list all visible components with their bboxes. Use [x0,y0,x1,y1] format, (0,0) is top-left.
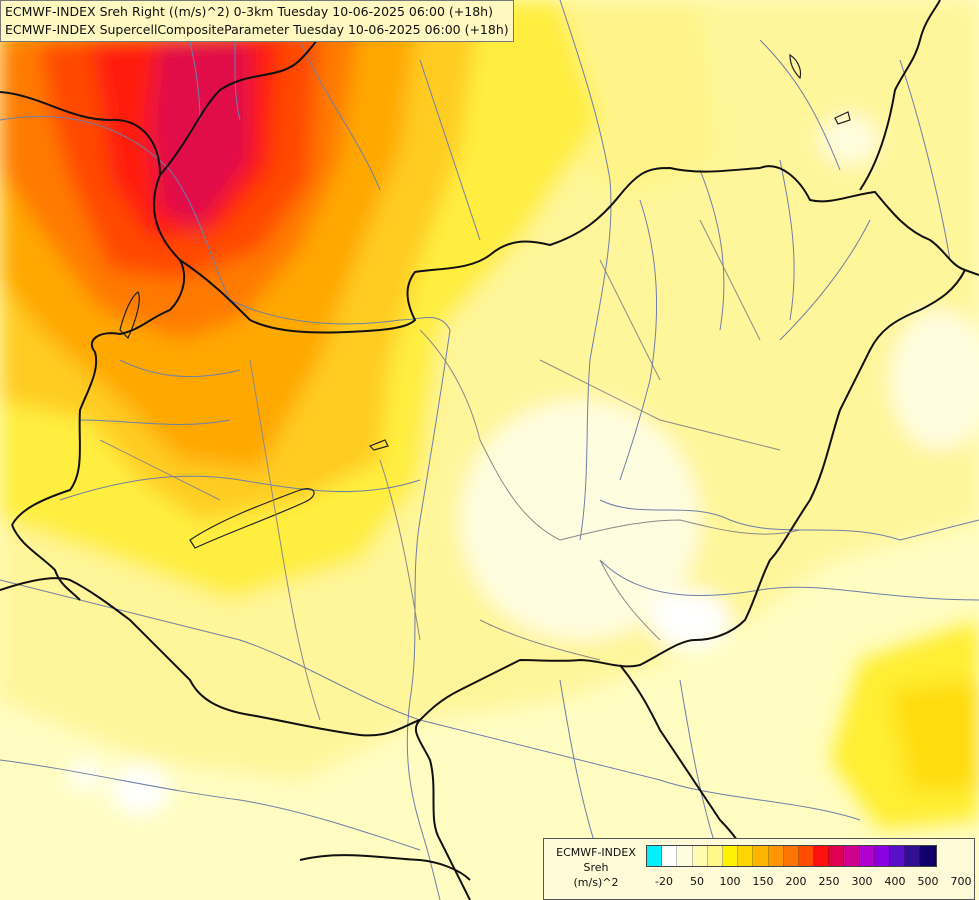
sreh-color-field [0,0,979,830]
region-borders [99,219,801,721]
legend-swatch [859,846,875,866]
legend-tick-label: 150 [752,875,774,888]
legend-swatch [890,846,906,866]
legend-swatch [783,846,799,866]
legend-tick-label: 500 [917,875,939,888]
legend-variable: Sreh [583,861,609,874]
legend-tick-label: 100 [719,875,741,888]
legend-swatch [722,846,739,866]
legend-swatch [874,846,890,866]
legend-unit: (m/s)^2 [573,876,619,889]
legend-swatch [662,846,678,866]
legend-swatch [738,846,754,866]
legend-swatch [829,846,845,866]
legend-swatch [647,846,663,866]
legend-swatch [798,846,815,866]
legend-tick-label: 50 [690,875,704,888]
legend-swatch [753,846,769,866]
color-legend: ECMWF-INDEX Sreh (m/s)^2 -20 50 100 150 200 2… [543,838,975,900]
legend-swatches [646,845,937,867]
legend-ticks: -20 50 100 150 200 250 300 400 500 700 [646,875,971,891]
title-line-2: ECMWF-INDEX SupercellCompositeParameter … [5,22,509,37]
legend-tick-label: 300 [851,875,873,888]
legend-swatch [692,846,708,866]
legend-tick-label: 200 [785,875,807,888]
legend-swatch [844,846,860,866]
legend-source: ECMWF-INDEX [556,846,636,859]
legend-tick-label: -20 [655,875,673,888]
legend-swatch [677,846,693,866]
map-title-box: ECMWF-INDEX Sreh Right ((m/s)^2) 0-3km T… [0,0,514,42]
legend-swatch [905,846,921,866]
legend-swatch [768,846,784,866]
legend-swatch [920,846,936,866]
legend-swatch [814,846,830,866]
legend-tick-label: 700 [950,875,972,888]
lakes [119,53,851,549]
legend-tick-label: 400 [884,875,906,888]
legend-swatch [707,846,723,866]
legend-title: ECMWF-INDEX Sreh (m/s)^2 [548,845,644,890]
legend-tick-label: 250 [818,875,840,888]
title-line-1: ECMWF-INDEX Sreh Right ((m/s)^2) 0-3km T… [5,4,493,19]
